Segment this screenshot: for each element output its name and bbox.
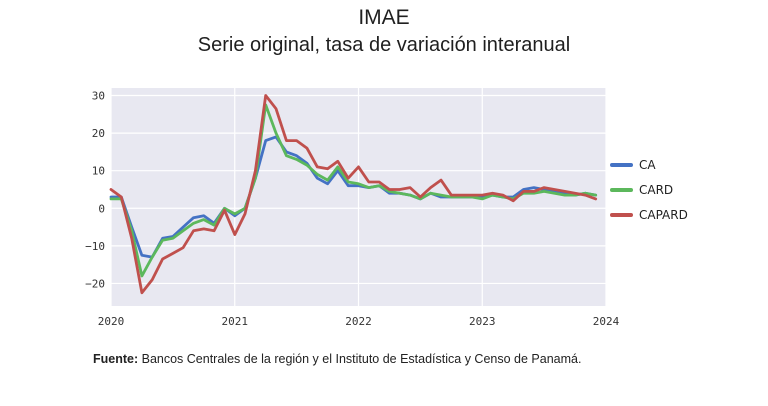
source-note: Fuente: Bancos Centrales de la región y … (93, 352, 581, 366)
series-line-ca (109, 135, 598, 259)
y-tick-label: 30 (92, 90, 105, 103)
chart-title: IMAE (358, 6, 410, 29)
legend-label-capard: CAPARD (639, 208, 688, 222)
x-tick-label: 2022 (345, 315, 372, 328)
x-tick-label: 2023 (469, 315, 496, 328)
y-tick-label: 0 (98, 202, 105, 215)
y-tick-label: −10 (85, 240, 105, 253)
legend-label-ca: CA (639, 158, 656, 172)
x-tick-label: 2020 (98, 315, 125, 328)
y-tick-label: 20 (92, 127, 105, 140)
y-tick-label: 10 (92, 165, 105, 178)
x-tick-label: 2021 (222, 315, 249, 328)
source-label: Fuente: (93, 352, 139, 366)
y-tick-label: −20 (85, 277, 105, 290)
source-text: Bancos Centrales de la región y el Insti… (138, 352, 582, 366)
chart-subtitle: Serie original, tasa de variación intera… (197, 34, 571, 56)
series-line-capard (109, 94, 598, 295)
legend-label-card: CARD (639, 183, 673, 197)
x-tick-label: 2024 (593, 315, 620, 328)
